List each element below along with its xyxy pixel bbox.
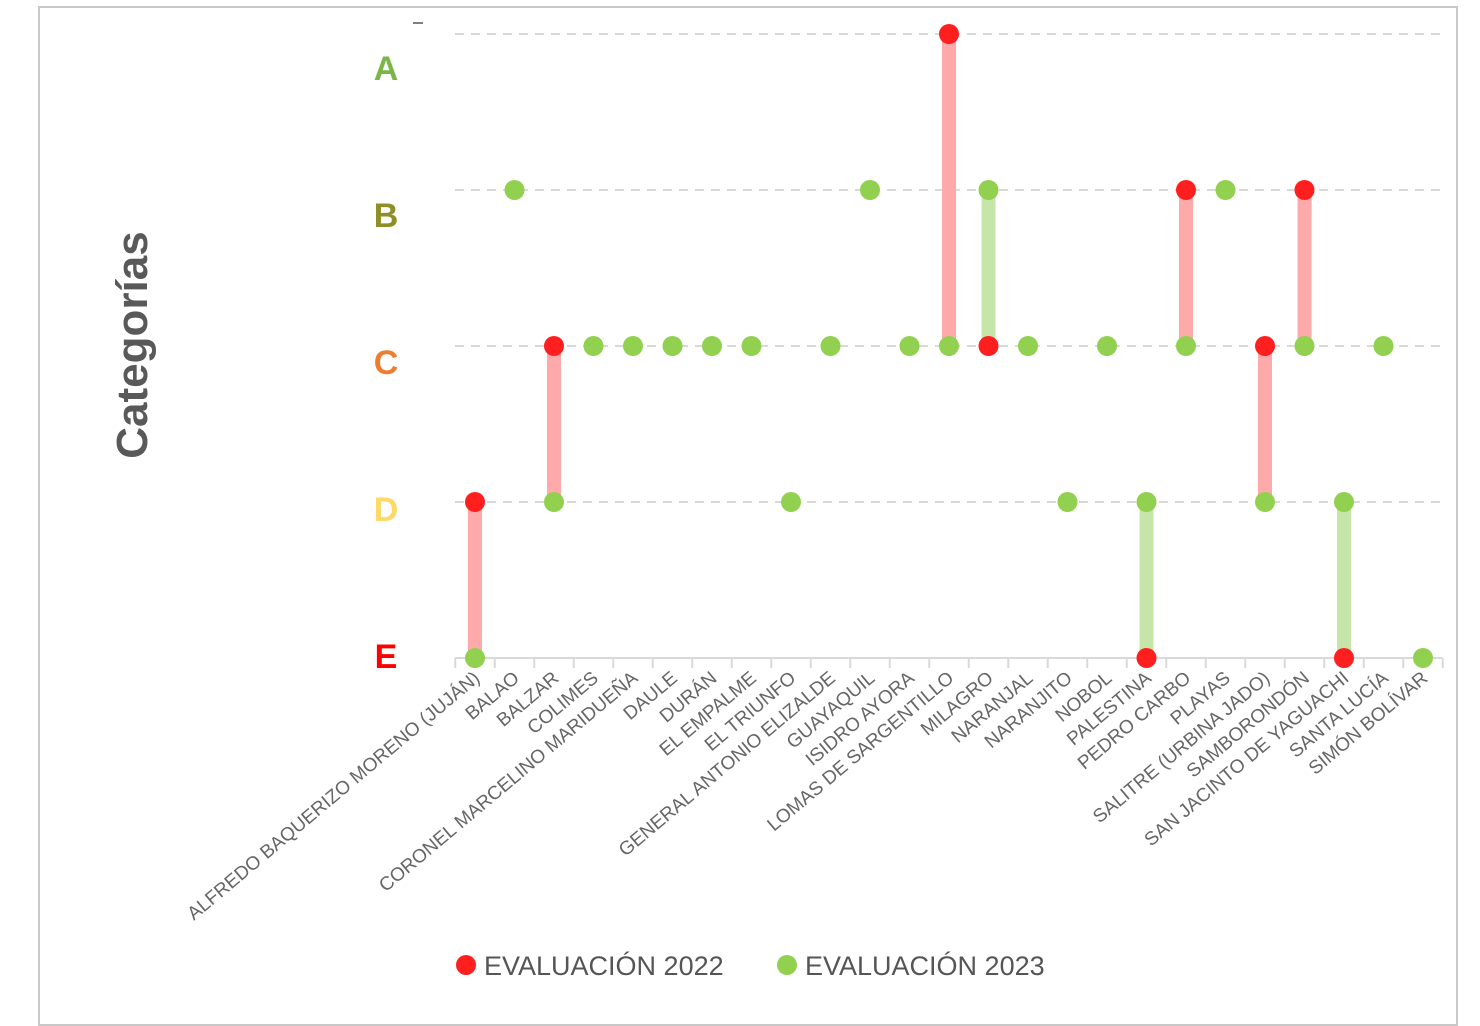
- point-2023: [820, 336, 841, 356]
- change-bars: [468, 34, 1351, 658]
- point-2023: [899, 336, 920, 356]
- point-2023: [1215, 180, 1236, 200]
- change-bar: [981, 190, 996, 346]
- data-points: [465, 24, 1433, 668]
- change-bar: [1258, 346, 1272, 502]
- point-2023: [1334, 492, 1354, 512]
- y-category-label-E: E: [375, 638, 398, 676]
- point-2022: [1255, 336, 1275, 356]
- point-2023: [702, 336, 722, 356]
- point-2023: [1136, 492, 1157, 512]
- change-bar: [547, 346, 561, 502]
- point-2023: [1373, 336, 1394, 356]
- point-2022: [1294, 180, 1315, 200]
- point-2023: [504, 180, 525, 200]
- point-2022: [1176, 180, 1196, 200]
- y-axis-title: Categorías: [108, 231, 157, 458]
- point-2023: [741, 336, 762, 356]
- change-bar: [1297, 190, 1312, 346]
- point-2023: [1255, 492, 1275, 512]
- point-2022: [1136, 648, 1157, 668]
- point-2023: [978, 180, 999, 200]
- point-2023: [544, 492, 564, 512]
- point-2023: [583, 336, 604, 356]
- y-category-label-A: A: [374, 50, 399, 88]
- x-tick-label: ALFREDO BAQUERIZO MORENO (JUJÁN): [184, 668, 485, 925]
- point-2023: [1097, 336, 1117, 356]
- point-2022: [465, 492, 485, 512]
- legend-label: EVALUACIÓN 2023: [805, 950, 1045, 981]
- point-2023: [1018, 336, 1038, 356]
- change-bar: [1179, 190, 1193, 346]
- point-2023: [939, 336, 959, 356]
- legend-label: EVALUACIÓN 2022: [484, 950, 724, 981]
- point-2023: [465, 648, 485, 668]
- change-bar: [468, 502, 482, 658]
- y-category-label-B: B: [374, 197, 399, 235]
- point-2022: [544, 336, 564, 356]
- point-2023: [1176, 336, 1196, 356]
- point-2023: [781, 492, 801, 512]
- legend: EVALUACIÓN 2022 EVALUACIÓN 2023: [456, 950, 1045, 981]
- point-2023: [1413, 648, 1433, 668]
- point-2022: [939, 24, 959, 44]
- change-bar: [1337, 502, 1351, 658]
- point-2022: [1334, 648, 1354, 668]
- point-2022: [978, 336, 999, 356]
- legend-marker: [777, 955, 797, 975]
- y-axis-category-labels: A B C D E: [374, 50, 399, 676]
- grid-lines: [413, 22, 1444, 668]
- y-category-label-C: C: [374, 344, 399, 382]
- legend-marker: [456, 955, 476, 975]
- change-bar: [942, 34, 956, 346]
- y-category-label-D: D: [374, 491, 399, 529]
- change-bar: [1139, 502, 1154, 658]
- point-2023: [1057, 492, 1078, 512]
- x-axis-tick-labels: ALFREDO BAQUERIZO MORENO (JUJÁN)BALAOBAL…: [184, 667, 1433, 925]
- point-2023: [860, 180, 880, 200]
- point-2023: [623, 336, 643, 356]
- point-2023: [662, 336, 683, 356]
- point-2023: [1294, 336, 1315, 356]
